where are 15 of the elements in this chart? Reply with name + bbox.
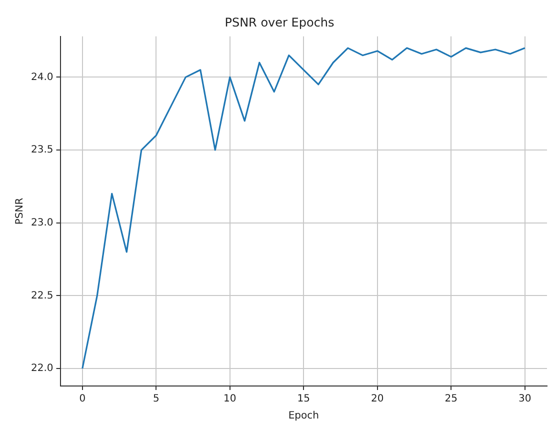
x-tick-label: 10 <box>224 394 236 405</box>
y-tick-label: 24.0 <box>31 72 54 83</box>
x-tick-label: 0 <box>79 394 86 405</box>
y-tick-label: 22.0 <box>31 363 54 374</box>
x-tick-label: 30 <box>518 394 532 405</box>
y-tick-label: 23.5 <box>31 144 54 156</box>
y-tick-label: 23.0 <box>31 217 54 228</box>
x-axis-title: Epoch <box>288 410 319 422</box>
y-axis-title: PSNR <box>14 198 26 225</box>
x-tick-label: 25 <box>444 394 458 405</box>
x-tick-label: 5 <box>152 394 160 405</box>
x-tick-label: 20 <box>371 394 384 405</box>
chart-title: PSNR over Epochs <box>224 15 334 30</box>
x-tick-label: 15 <box>297 394 310 405</box>
y-tick-label: 22.5 <box>31 290 54 302</box>
